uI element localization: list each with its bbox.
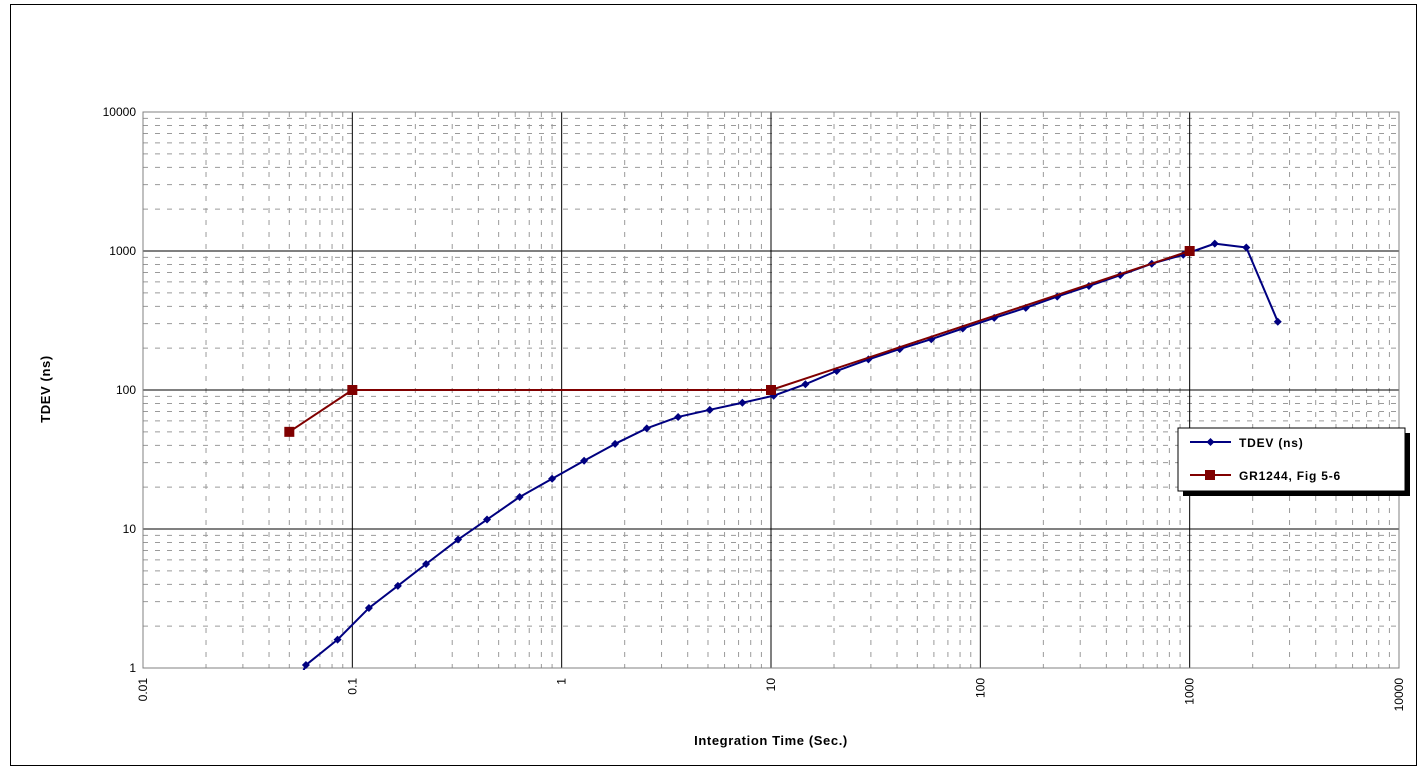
data-point-tdev-ns (580, 456, 589, 465)
data-point-tdev-ns (674, 412, 683, 421)
data-point-gr1244-fig-5-6 (347, 385, 358, 395)
data-point-tdev-ns (705, 405, 714, 414)
data-point-tdev-ns (515, 492, 524, 501)
data-point-tdev-ns (393, 581, 402, 590)
x-tick-label: 10 (764, 678, 778, 692)
data-point-gr1244-fig-5-6 (284, 426, 295, 437)
y-tick-labels: 1 10 100 1000 10000 (103, 105, 137, 675)
data-point-tdev-ns (801, 380, 810, 389)
legend-label-gr1244: GR1244, Fig 5-6 (1239, 469, 1341, 483)
data-point-gr1244-fig-5-6 (1184, 246, 1195, 256)
y-tick-label: 1000 (109, 244, 136, 258)
y-tick-label: 1 (129, 661, 136, 675)
data-point-tdev-ns (738, 398, 747, 407)
series-line-gr1244-fig-5-6 (288, 250, 1190, 433)
data-point-tdev-ns (1273, 317, 1282, 326)
x-tick-label: 0.1 (345, 678, 359, 695)
legend-marker-tdev (1206, 438, 1215, 446)
data-point-tdev-ns (483, 515, 492, 524)
chart-frame (10, 4, 1417, 766)
data-point-tdev-ns (642, 424, 651, 433)
data-point-tdev-ns (301, 661, 310, 670)
y-tick-label: 100 (116, 383, 136, 397)
data-point-tdev-ns (1021, 303, 1030, 312)
data-point-tdev-ns (454, 535, 463, 544)
data-point-tdev-ns (611, 439, 620, 448)
y-axis-title: TDEV (ns) (38, 355, 53, 423)
x-tick-label: 1000 (1183, 678, 1197, 705)
x-tick-label: 10000 (1392, 678, 1406, 712)
legend: TDEV (ns) GR1244, Fig 5-6 (1177, 427, 1410, 496)
data-point-tdev-ns (548, 474, 557, 483)
legend-box (1177, 427, 1406, 492)
x-tick-labels: 0.01 0.1 1 10 100 1000 10000 (136, 678, 1406, 712)
y-tick-label: 10 (123, 522, 137, 536)
x-axis-title: Integration Time (Sec.) (694, 733, 848, 748)
x-tick-label: 0.01 (136, 678, 150, 702)
series-layer (284, 239, 1282, 670)
x-tick-label: 100 (973, 678, 987, 698)
legend-marker-gr1244 (1205, 470, 1215, 480)
series-line-tdev-ns (302, 242, 1279, 670)
legend-label-tdev: TDEV (ns) (1239, 436, 1304, 450)
data-point-tdev-ns (333, 635, 342, 644)
data-point-tdev-ns (1242, 243, 1251, 252)
data-point-tdev-ns (1210, 239, 1219, 248)
y-tick-label: 10000 (103, 105, 137, 119)
data-point-gr1244-fig-5-6 (766, 385, 776, 395)
data-point-tdev-ns (364, 604, 373, 613)
data-point-tdev-ns (422, 560, 431, 569)
plot-area (142, 111, 1400, 669)
x-tick-label: 1 (555, 678, 569, 685)
